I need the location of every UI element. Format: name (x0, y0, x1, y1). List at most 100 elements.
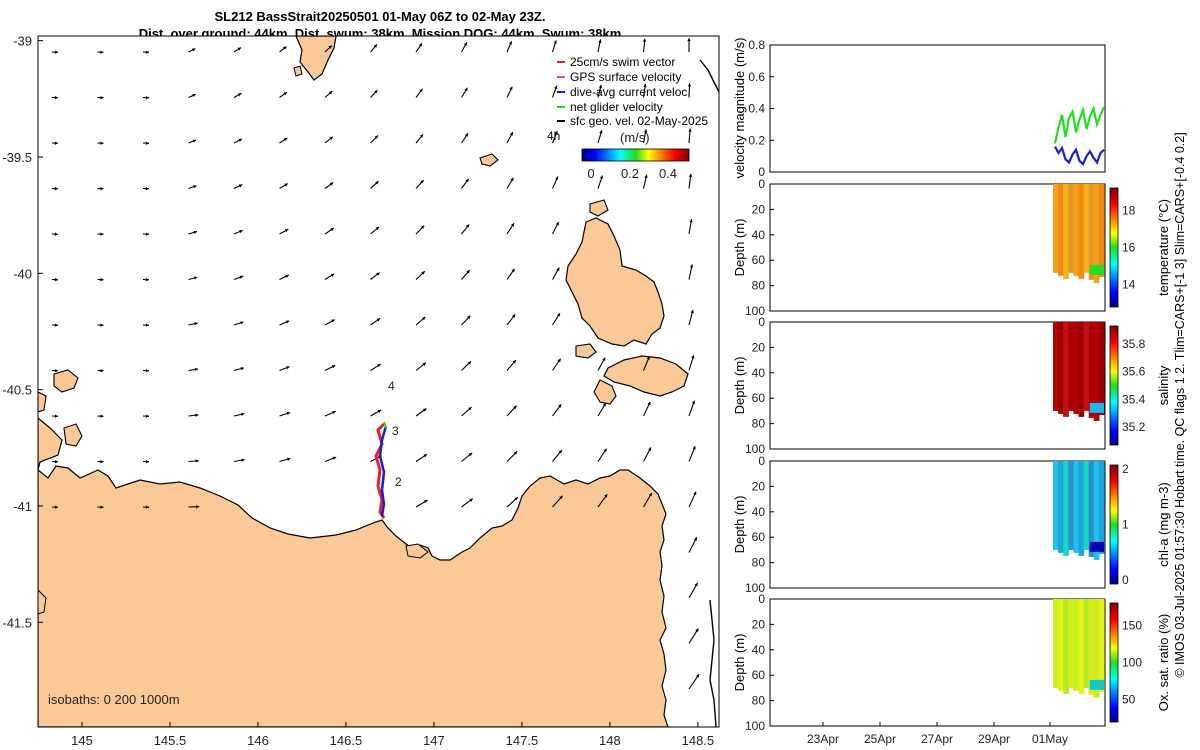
profile-data-cell (1073, 322, 1080, 414)
vector-arrowhead (377, 364, 381, 368)
map-y-tick-label: -41.5 (2, 615, 32, 630)
vector-arrowhead (195, 413, 199, 417)
track-marker-2: 2 (395, 475, 402, 489)
date-tick-label: 27Apr (921, 732, 953, 746)
velocity-panel: 0 0.2 0.4 0.6 0.8 velocity magnitude (m/s) (732, 38, 1106, 179)
profile-data-cell (1058, 461, 1064, 553)
vector-arrowhead (240, 412, 245, 417)
map-x-tick-label: 147.5 (506, 733, 539, 748)
island-small-9 (405, 543, 429, 559)
profile-data-cell (1088, 184, 1095, 280)
island-small-8 (293, 65, 303, 77)
vector-arrowhead (648, 492, 652, 497)
vector-arrowhead (192, 93, 196, 98)
track-net (383, 421, 387, 429)
victoria-coast (699, 59, 719, 93)
map-x-tick-label: 145.5 (154, 733, 187, 748)
vector-arrowhead (100, 323, 104, 327)
colorbar-tick-1: 0.2 (621, 166, 639, 181)
vector-arrowhead (373, 44, 377, 48)
profile-data-cell (1073, 184, 1080, 276)
vector-arrowhead (467, 315, 471, 320)
map-y-tick-label: -40.5 (2, 383, 32, 398)
map-x-tick-label: 146 (247, 733, 269, 748)
vector-arrowhead (100, 141, 104, 145)
map-x-tick-label: 148 (599, 733, 621, 748)
vector-arrowhead (54, 459, 58, 464)
vector-arrowhead (419, 88, 423, 93)
profile-data-cell (1053, 184, 1059, 273)
profile-colorbar-tick: 14 (1122, 278, 1136, 292)
credit-text: © IMOS 03-Jul-2025 01:57:30 Hobart time.… (1173, 132, 1187, 677)
vector-arrowhead (191, 48, 196, 52)
vector-arrowhead (464, 87, 468, 92)
vector-arrowhead (238, 184, 243, 188)
vector-arrowhead (54, 141, 58, 145)
profile-data-cell (1063, 184, 1069, 279)
profile-data-cell (1068, 184, 1074, 273)
vector-arrowhead (602, 403, 606, 407)
vector-arrowhead (689, 264, 694, 268)
vector-arrowhead (691, 400, 696, 405)
profile-data-cell (1058, 184, 1064, 276)
profile-colorbar (1109, 602, 1119, 723)
vector-arrowhead (374, 89, 378, 94)
profile-tick-label: 20 (752, 340, 766, 354)
vector-arrowhead (642, 38, 647, 42)
vector-arrowhead (239, 275, 244, 279)
vector-arrowhead (644, 174, 648, 178)
vector-arrowhead (510, 223, 514, 227)
vector-arrowhead (54, 186, 58, 191)
map-axes: 145 145.5 146 146.5 147 147.5 148 148.5 -39 -39.5… (2, 34, 714, 748)
vector-arrowhead (509, 132, 513, 136)
vector-arrowhead (332, 456, 337, 460)
profile-tick-label: 100 (745, 581, 765, 595)
vector-arrowhead (332, 410, 336, 415)
velocity-tick-label: 0.8 (748, 38, 765, 52)
velocity-series-net (1053, 104, 1106, 144)
track-marker-3: 3 (392, 424, 399, 438)
map-y-tick-label: -39.5 (2, 150, 32, 165)
vector-arrowhead (329, 136, 333, 140)
profile-ylabel: Depth (m) (732, 496, 747, 554)
profile-data-cell (1063, 461, 1069, 556)
vector-arrowhead (193, 230, 197, 234)
vector-arrowhead (286, 366, 290, 370)
vector-arrowhead (100, 95, 104, 100)
profile-tick-label: 60 (752, 253, 766, 267)
vector-arrowhead (194, 367, 199, 372)
map-x-tick-label: 145 (71, 733, 93, 748)
track-current (378, 425, 388, 517)
profile-data-cell (1073, 461, 1080, 553)
vector-arrowhead (145, 505, 149, 509)
profile-panel-2: 0 20 40 60 80 100 Depth (m) 35.2 35.4 35.6 35.8 sal… (732, 315, 1171, 456)
vector-arrowhead (237, 93, 242, 97)
vector-arrowhead (598, 39, 602, 43)
profile-data-cell (1088, 461, 1095, 557)
profile-panel-1: 0 20 40 60 80 100 Depth (m) 14 16 18 temperature (… (732, 177, 1171, 318)
vector-arrowhead (556, 267, 560, 272)
vector-arrowhead (145, 232, 149, 236)
vector-arrowhead (284, 183, 288, 187)
profile-data-cell (1093, 184, 1100, 283)
profile-bottom-cell (1089, 679, 1104, 690)
profile-data-cell (1088, 599, 1095, 695)
profile-tick-label: 60 (752, 530, 766, 544)
profile-axes-frame (769, 183, 1106, 312)
profile-data-cell (1098, 461, 1105, 554)
vector-arrowhead (512, 360, 516, 364)
vector-arrowhead (465, 178, 469, 183)
profile-tick-label: 80 (752, 556, 766, 570)
vector-arrowhead (556, 313, 560, 317)
profile-colorbar-label: salinity (1156, 365, 1171, 405)
profile-tick-label: 100 (745, 442, 765, 456)
legend-label-geo: sfc geo. vel. 02-May-2025 (570, 114, 708, 128)
vector-arrowhead (693, 537, 697, 541)
profile-tick-label: 80 (752, 694, 766, 708)
map-x-tick-label: 147 (423, 733, 445, 748)
profile-data-cell (1078, 599, 1085, 694)
velocity-tick-label: 0.2 (748, 133, 765, 147)
profile-data-cell (1098, 184, 1105, 277)
velocity-tick-label: 0 (758, 165, 765, 179)
